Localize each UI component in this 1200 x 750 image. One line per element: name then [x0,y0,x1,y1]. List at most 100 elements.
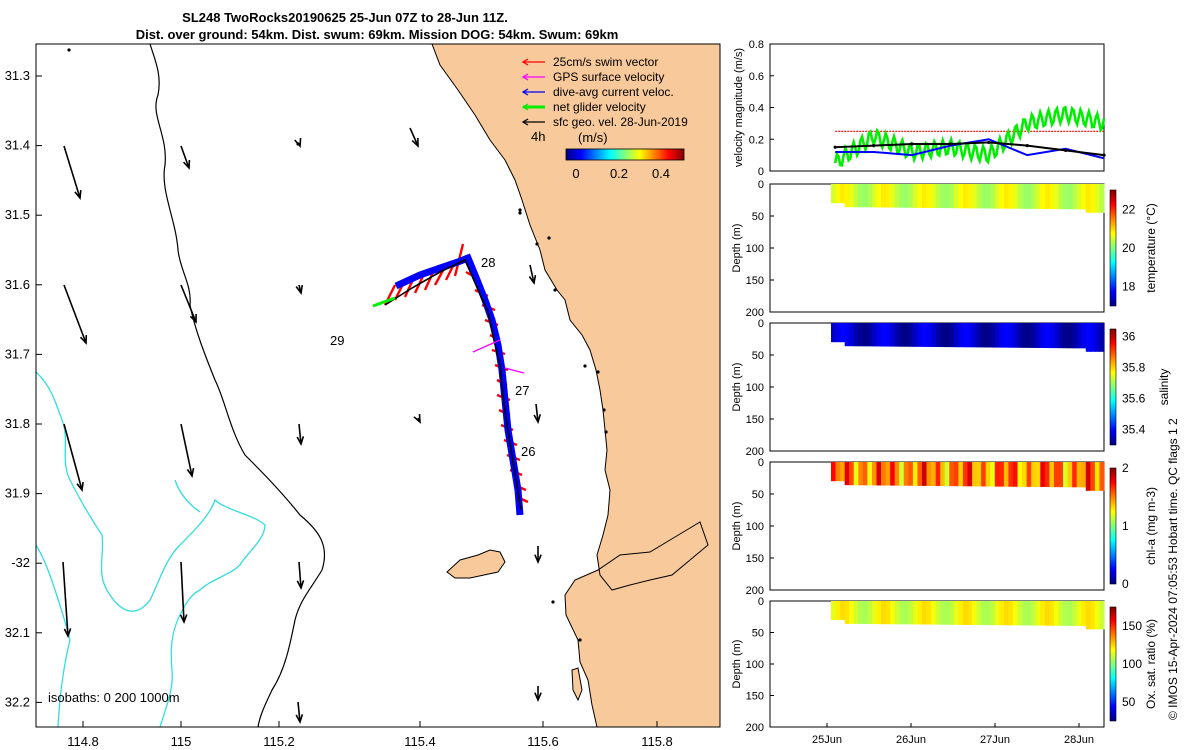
section-cell [1026,462,1032,487]
map-lon-tick: 115 [171,734,192,749]
section-cell [835,601,841,620]
track-day-label: 29 [330,333,344,348]
geo-arrow-head [533,414,542,425]
section-ytick: 100 [746,243,764,255]
section-cell [1053,462,1060,488]
legend-time: 4h [531,129,545,144]
speed-colorbar-ticks: 0 0.2 0.4 [572,166,670,181]
section-ytick: 100 [746,521,764,533]
section-cell [1044,601,1050,626]
section-cell [976,184,982,209]
section-cell [999,184,1005,209]
section-cell [840,462,846,482]
island [446,549,506,579]
section-cell [1022,601,1028,626]
velocity-ylabel: velocity magnitude (m/s) [733,48,745,167]
section-cell [962,323,969,348]
map-lon-tick: 114.8 [67,734,99,749]
geo-arrow-shaft [298,561,302,589]
time-tick: 28Jun [1064,734,1094,746]
geo-velocity-arrow [63,284,88,345]
section-colorbar [1109,467,1117,585]
section-cell [1008,462,1014,487]
map-lat-tick: 31.4 [5,138,30,153]
section-cell [976,601,982,626]
legend-arrowhead [521,88,529,96]
section-cell [1031,462,1037,487]
section-cell [867,184,873,208]
speed-colorbar-tick: 0 [572,166,579,181]
section-cell [1053,601,1060,626]
section-cell [876,601,882,625]
velocity-point [833,145,837,149]
geo-arrow-head [63,628,72,639]
section-cell [1040,184,1046,210]
section-cell [899,323,905,347]
section-cell [1094,323,1101,352]
section-colorbar-tick: 150 [1122,619,1142,633]
section-cell [1058,323,1064,349]
geo-velocity-arrow [63,145,82,200]
section-cell [831,184,837,204]
section-ytick: 0 [758,318,764,330]
geo-arrow-shaft [180,284,197,323]
section-cell [849,323,855,347]
section-cell [881,184,887,208]
section-cell [862,323,868,347]
isobath-legend: isobaths: 0 200 1000m [48,690,180,705]
section-cell [1035,184,1041,209]
section-cell [1035,462,1041,487]
geo-arrow-head [74,189,82,200]
map-lon-ticks: 114.8 115 115.2 115.4 115.6 115.8 [67,721,673,749]
section-cell [1049,184,1055,210]
map-lat-tick: 31.3 [5,68,30,83]
section-ytick: 150 [746,553,764,565]
track-day-label: 27 [515,383,529,398]
section-cell [853,184,859,208]
section-ylabel: Depth (m) [731,224,743,273]
geo-arrow-shaft [535,403,539,423]
section-cell [1072,462,1078,488]
section-cell [1003,601,1010,626]
section-cell [1008,601,1014,626]
section-cell [1076,184,1082,210]
section-cell [858,601,864,624]
section-cell [1053,323,1060,349]
section-cell [1072,601,1078,626]
section-cell [990,601,996,626]
geo-arrow-shaft [63,423,83,491]
section-cell [1003,323,1010,348]
map-lon-tick: 115.6 [527,734,559,749]
section-cell [1063,601,1069,626]
section-cell [926,601,932,625]
section-cell [1044,323,1050,349]
section-cell [1013,601,1019,626]
geo-arrow-head [411,137,419,148]
section-colorbar [1109,189,1117,307]
section-cell [1058,462,1064,488]
geo-arrow-head [179,614,188,625]
islet [553,288,557,292]
section-cell [935,184,941,209]
section-cell [1058,601,1064,626]
section-cell [881,462,887,486]
geo-arrow-shaft [180,145,190,169]
section-cell [972,184,978,209]
section-cell [908,323,914,347]
geo-arrow-head [189,313,197,324]
section-colorbar-tick: 20 [1122,241,1136,255]
section-cell [831,323,837,343]
section-cell [1076,601,1082,626]
section-cell [1031,601,1037,626]
section-cell [912,462,919,486]
section-colorbar [1109,606,1117,722]
section-cell [953,601,959,625]
section-cell [940,462,946,487]
legend-label: 25cm/s swim vector [553,55,658,69]
legend-arrowhead [521,118,529,126]
time-tick: 26Jun [896,734,926,746]
islet [67,48,71,52]
section-cell [1022,184,1028,209]
section-cell [958,462,964,487]
